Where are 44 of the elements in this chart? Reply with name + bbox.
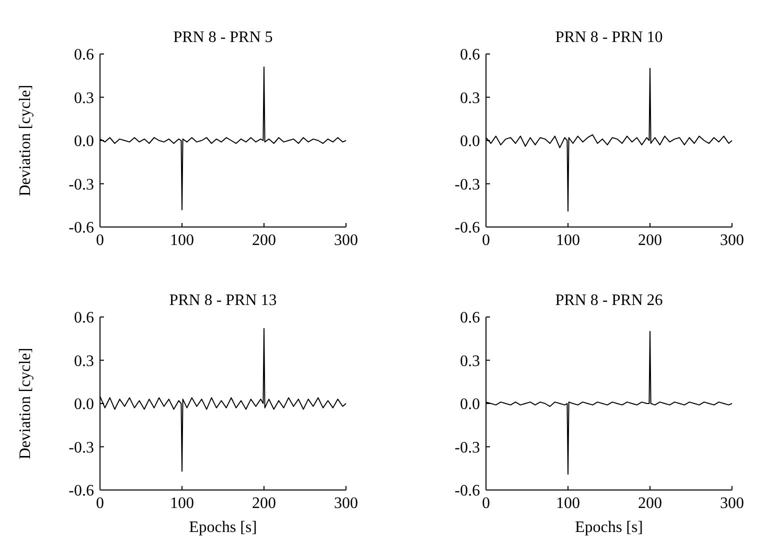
x-tick-label: 0 (96, 495, 104, 512)
y-tick-label: 0.0 (460, 133, 480, 150)
y-tick-label: -0.6 (68, 482, 94, 500)
x-tick-label: 0 (96, 232, 104, 249)
x-tick-label: 100 (556, 232, 580, 249)
x-axis-title: Epochs [s] (189, 519, 257, 536)
chart-title: PRN 8 - PRN 13 (169, 292, 277, 309)
y-tick-label: 0.6 (74, 310, 94, 327)
x-tick-label: 300 (720, 232, 744, 249)
y-tick-label: -0.6 (454, 482, 480, 500)
y-tick-label: -0.3 (454, 439, 480, 456)
y-tick-label: 0.0 (460, 396, 480, 414)
chart-title: PRN 8 - PRN 10 (555, 29, 663, 46)
y-tick-label: -0.3 (454, 176, 480, 194)
y-tick-label: 0.3 (74, 90, 94, 107)
y-tick-label: 0.0 (74, 396, 94, 414)
x-tick-label: 200 (638, 495, 662, 512)
y-tick-label: 0.6 (74, 46, 94, 64)
x-axis-title: Epochs [s] (575, 519, 643, 536)
x-tick-label: 300 (720, 495, 744, 512)
x-tick-label: 300 (334, 232, 358, 249)
x-tick-label: 200 (252, 232, 276, 249)
y-tick-label: 0.0 (74, 133, 94, 150)
y-tick-label: -0.6 (454, 220, 480, 237)
x-tick-label: 200 (638, 232, 662, 249)
x-tick-label: 100 (170, 495, 194, 512)
y-tick-label: 0.6 (460, 310, 480, 327)
y-tick-label: 0.3 (460, 352, 480, 370)
y-tick-label: -0.3 (68, 176, 94, 194)
x-tick-label: 300 (334, 495, 358, 512)
y-axis-title: Deviation [cycle] (17, 84, 34, 196)
y-tick-label: -0.3 (68, 439, 94, 456)
x-tick-label: 0 (482, 495, 490, 512)
chart-title: PRN 8 - PRN 5 (173, 29, 273, 46)
y-tick-label: 0.6 (460, 46, 480, 64)
x-tick-label: 200 (252, 495, 276, 512)
chart-title: PRN 8 - PRN 26 (555, 292, 663, 309)
x-tick-label: 100 (556, 495, 580, 512)
y-tick-label: -0.6 (68, 220, 94, 237)
y-tick-label: 0.3 (460, 90, 480, 107)
y-tick-label: 0.3 (74, 352, 94, 370)
y-axis-title: Deviation [cycle] (17, 348, 34, 460)
x-tick-label: 100 (170, 232, 194, 249)
x-tick-label: 0 (482, 232, 490, 249)
